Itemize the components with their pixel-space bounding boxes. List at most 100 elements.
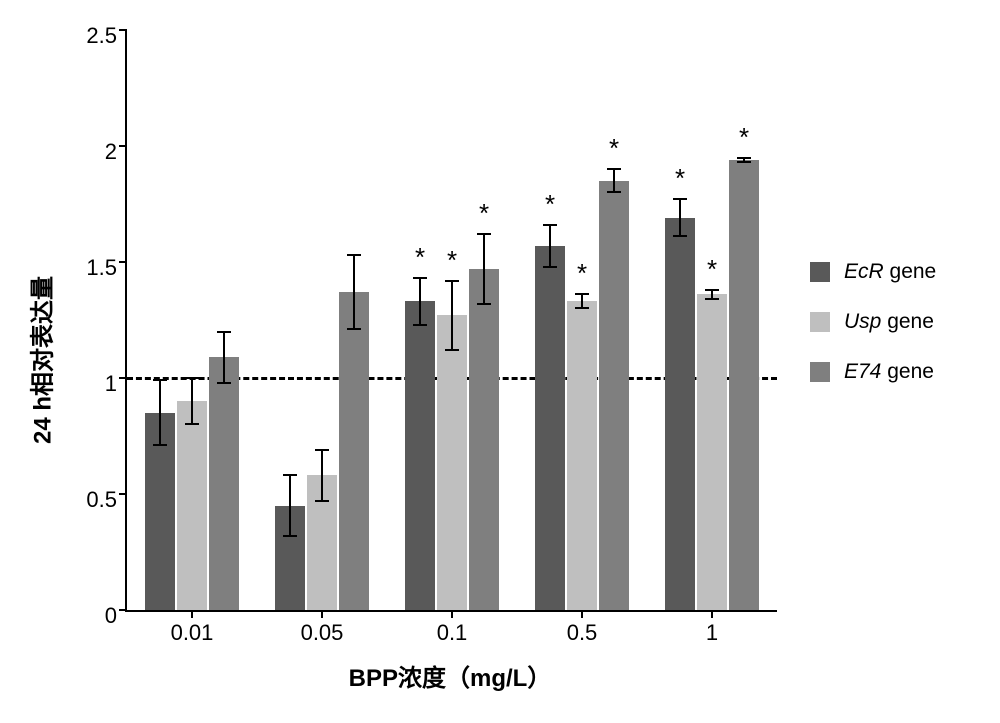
error-cap [673, 198, 687, 200]
error-cap [413, 324, 427, 326]
chart-bar [599, 181, 629, 610]
error-cap [705, 289, 719, 291]
y-tick-mark [119, 377, 127, 379]
chart-bar [729, 160, 759, 610]
bar-chart: 24 h相对表达量 0 0.5 1 1.5 2 2.5 0.01 0.05 0.1 * * * 0.5 *… [20, 10, 980, 710]
error-cap [673, 235, 687, 237]
chart-bar [469, 269, 499, 610]
error-cap [477, 303, 491, 305]
legend-item: EcR gene [810, 260, 936, 284]
x-tick-mark [711, 610, 713, 618]
chart-bar [339, 292, 369, 610]
error-cap [185, 377, 199, 379]
legend-label: Usp gene [844, 310, 934, 334]
error-bar [679, 199, 681, 236]
x-tick-mark [321, 610, 323, 618]
error-bar [581, 294, 583, 308]
error-bar [223, 332, 225, 383]
y-tick-label: 1 [73, 371, 117, 385]
error-cap [575, 293, 589, 295]
y-tick-mark [119, 261, 127, 263]
error-cap [347, 254, 361, 256]
error-cap [315, 449, 329, 451]
chart-bar [535, 246, 565, 610]
significance-star: * [739, 122, 749, 153]
y-tick-label: 2 [73, 139, 117, 153]
y-tick-mark [119, 493, 127, 495]
error-cap [477, 233, 491, 235]
error-cap [315, 500, 329, 502]
y-tick-label: 2.5 [73, 23, 117, 37]
error-cap [153, 379, 167, 381]
legend-item: Usp gene [810, 310, 936, 334]
legend-item: E74 gene [810, 360, 936, 384]
error-cap [217, 331, 231, 333]
legend: EcR gene Usp gene E74 gene [810, 260, 936, 410]
y-tick-label: 1.5 [73, 255, 117, 269]
error-cap [283, 474, 297, 476]
legend-swatch [810, 312, 830, 332]
error-bar [613, 169, 615, 192]
error-bar [353, 255, 355, 329]
y-tick-mark [119, 609, 127, 611]
x-tick-label: 0.1 [437, 620, 468, 646]
error-bar [321, 450, 323, 501]
error-cap [445, 280, 459, 282]
chart-bar [665, 218, 695, 610]
legend-swatch [810, 262, 830, 282]
error-cap [217, 382, 231, 384]
error-cap [543, 266, 557, 268]
x-tick-label: 0.01 [171, 620, 214, 646]
error-bar [289, 475, 291, 535]
error-cap [737, 157, 751, 159]
significance-star: * [577, 258, 587, 289]
chart-bar [697, 294, 727, 610]
chart-bar [437, 315, 467, 610]
x-tick-mark [581, 610, 583, 618]
error-cap [705, 298, 719, 300]
legend-label: EcR gene [844, 260, 936, 284]
plot-area: 00.511.522.50.010.050.1***0.5***1*** [125, 30, 777, 612]
y-axis-title: 24 h相对表达量 [23, 276, 58, 444]
y-tick-mark [119, 145, 127, 147]
chart-bar [405, 301, 435, 610]
x-tick-label: 1 [706, 620, 718, 646]
x-tick-label: 0.05 [301, 620, 344, 646]
legend-label: E74 gene [844, 360, 934, 384]
error-cap [347, 328, 361, 330]
x-tick-mark [191, 610, 193, 618]
significance-star: * [675, 163, 685, 194]
error-bar [159, 380, 161, 445]
y-tick-label: 0 [73, 603, 117, 617]
error-cap [607, 168, 621, 170]
chart-bar [177, 401, 207, 610]
x-axis-title: BPP浓度（mg/L） [349, 658, 552, 693]
significance-star: * [447, 245, 457, 276]
error-bar [483, 234, 485, 304]
y-tick-label: 0.5 [73, 487, 117, 501]
x-tick-mark [451, 610, 453, 618]
error-cap [283, 535, 297, 537]
significance-star: * [415, 242, 425, 273]
error-cap [445, 349, 459, 351]
significance-star: * [609, 133, 619, 164]
chart-bar [209, 357, 239, 610]
error-bar [191, 378, 193, 424]
error-bar [419, 278, 421, 324]
legend-swatch [810, 362, 830, 382]
significance-star: * [545, 189, 555, 220]
error-bar [549, 225, 551, 267]
y-tick-mark [119, 29, 127, 31]
error-cap [185, 423, 199, 425]
error-cap [575, 307, 589, 309]
error-cap [607, 191, 621, 193]
error-cap [413, 277, 427, 279]
error-bar [451, 281, 453, 351]
error-cap [737, 161, 751, 163]
error-cap [153, 444, 167, 446]
significance-star: * [479, 198, 489, 229]
x-tick-label: 0.5 [567, 620, 598, 646]
chart-bar [567, 301, 597, 610]
significance-star: * [707, 254, 717, 285]
error-cap [543, 224, 557, 226]
